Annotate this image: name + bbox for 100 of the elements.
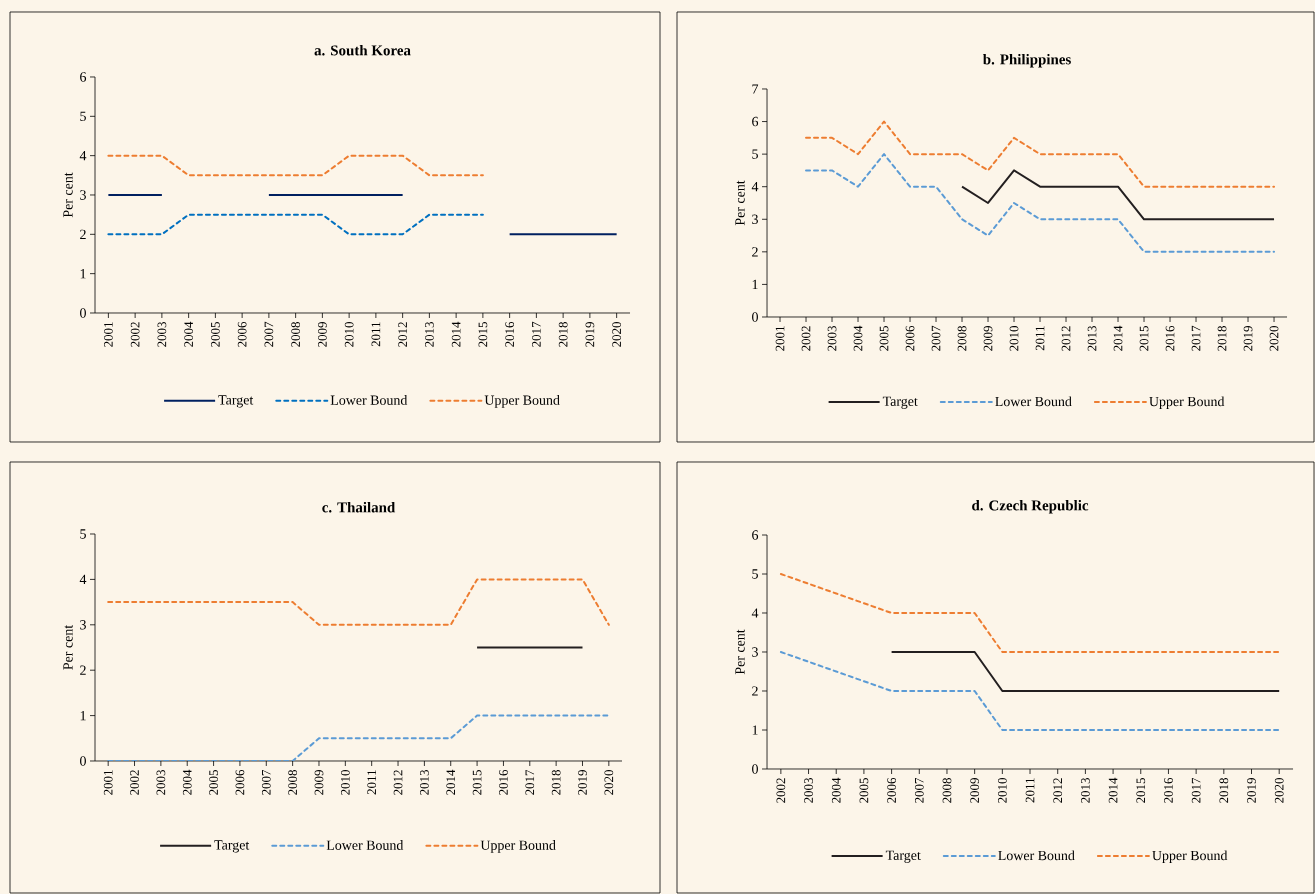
x-tick-label: 2005 — [211, 322, 220, 347]
x-tick-label: 2003 — [156, 770, 166, 795]
x-tick-label: 2001 — [103, 770, 113, 795]
legend-label: Target — [882, 396, 918, 409]
y-axis-title: Per cent — [63, 624, 73, 670]
y-tick-label: 1 — [752, 279, 758, 290]
x-tick-label: 2008 — [942, 778, 952, 803]
x-tick-label: 2003 — [804, 778, 813, 803]
legend-label: Lower Bound — [998, 850, 1075, 861]
x-tick-label: 2012 — [1053, 778, 1063, 803]
legend-label: Lower Bound — [995, 396, 1072, 407]
y-tick-label: 4 — [79, 151, 87, 161]
y-axis-title: Per cent — [735, 180, 745, 226]
x-tick-label: 2019 — [1243, 326, 1253, 351]
x-tick-label: 2012 — [398, 322, 407, 347]
legend-label: Upper Bound — [1149, 396, 1225, 410]
x-tick-label: 2015 — [478, 322, 488, 347]
y-tick-label: 2 — [752, 686, 758, 696]
x-tick-label: 2014 — [1108, 777, 1118, 803]
y-tick-label: 2 — [80, 229, 86, 239]
x-tick-label: 2012 — [1061, 326, 1071, 351]
x-tick-label: 2006 — [235, 769, 245, 795]
y-tick-label: 6 — [752, 530, 759, 540]
x-tick-label: 2009 — [318, 322, 327, 347]
x-tick-label: 2018 — [1217, 326, 1227, 351]
chart-title: a. South Korea — [314, 44, 411, 56]
x-tick-label: 2004 — [831, 777, 841, 803]
legend-label: Upper Bound — [484, 395, 560, 408]
x-tick-label: 2018 — [551, 770, 561, 795]
chart-title: d. Czech Republic — [972, 499, 1089, 514]
x-tick-label: 2016 — [499, 769, 508, 795]
legend-label: Target — [885, 850, 921, 863]
y-tick-label: 3 — [80, 190, 86, 200]
x-tick-label: 2002 — [801, 326, 811, 351]
x-tick-label: 2017 — [1191, 325, 1201, 351]
x-tick-label: 2011 — [1035, 326, 1045, 351]
y-tick-label: 0 — [80, 308, 86, 318]
x-tick-label: 2015 — [1139, 326, 1149, 351]
x-tick-label: 2009 — [983, 326, 993, 351]
y-tick-label: 0 — [80, 756, 86, 766]
x-tick-label: 2016 — [1165, 325, 1175, 351]
y-tick-label: 6 — [80, 72, 87, 82]
y-tick-label: 2 — [80, 665, 86, 675]
y-axis-title: Per cent — [63, 172, 73, 218]
x-tick-label: 2013 — [1087, 326, 1097, 351]
y-tick-label: 5 — [80, 111, 86, 121]
y-tick-label: 5 — [80, 529, 86, 539]
x-tick-label: 2004 — [182, 769, 192, 795]
x-tick-label: 2002 — [776, 778, 786, 803]
x-tick-label: 2011 — [367, 770, 377, 795]
x-tick-label: 2001 — [775, 326, 785, 351]
y-tick-label: 4 — [751, 182, 759, 192]
y-tick-label: 1 — [80, 710, 86, 721]
legend-label: Lower Bound — [330, 395, 408, 405]
x-tick-label: 2017 — [1191, 777, 1201, 803]
x-tick-label: 2016 — [505, 321, 515, 347]
y-tick-label: 2 — [752, 247, 758, 257]
y-tick-label: 4 — [751, 608, 759, 618]
y-tick-label: 1 — [80, 269, 86, 279]
x-tick-label: 2008 — [288, 770, 297, 795]
x-tick-label: 2015 — [472, 770, 482, 795]
x-tick-label: 2011 — [371, 322, 381, 347]
legend-label: Upper Bound — [480, 840, 556, 853]
x-tick-label: 2012 — [393, 770, 403, 795]
chart-title: b. Philippines — [982, 53, 1071, 68]
x-tick-label: 2001 — [104, 322, 113, 347]
x-tick-label: 2020 — [1274, 778, 1284, 803]
y-tick-label: 6 — [752, 116, 759, 127]
y-tick-label: 4 — [79, 574, 87, 584]
x-tick-label: 2014 — [1113, 325, 1123, 351]
x-tick-label: 2005 — [879, 326, 889, 351]
y-axis-title: Per cent — [735, 629, 745, 675]
x-tick-label: 2006 — [237, 321, 247, 347]
x-tick-label: 2013 — [1081, 778, 1090, 803]
x-tick-label: 2014 — [446, 769, 456, 795]
x-tick-label: 2005 — [859, 778, 869, 803]
x-tick-label: 2020 — [1269, 326, 1279, 351]
x-tick-label: 2010 — [997, 778, 1007, 803]
x-tick-label: 2013 — [425, 322, 434, 347]
x-tick-label: 2004 — [853, 325, 863, 351]
y-tick-label: 3 — [752, 647, 758, 657]
x-tick-label: 2019 — [578, 770, 587, 795]
x-tick-label: 2007 — [914, 777, 924, 803]
x-tick-label: 2007 — [931, 325, 941, 351]
legend-label: Upper Bound — [1152, 850, 1228, 864]
chart-title: c. Thailand — [322, 501, 396, 513]
x-tick-label: 2003 — [827, 326, 837, 351]
x-tick-label: 2020 — [612, 322, 622, 347]
x-tick-label: 2003 — [157, 322, 167, 347]
x-tick-label: 2018 — [558, 322, 568, 347]
x-tick-label: 2010 — [344, 322, 354, 347]
x-tick-label: 2019 — [1247, 778, 1256, 803]
x-tick-label: 2011 — [1025, 778, 1035, 803]
legend-label: Target — [214, 840, 250, 853]
x-tick-label: 2018 — [1219, 778, 1229, 803]
x-tick-label: 2002 — [130, 322, 140, 347]
x-tick-label: 2004 — [184, 321, 193, 347]
x-tick-label: 2009 — [314, 770, 324, 795]
x-tick-label: 2006 — [905, 325, 915, 351]
y-tick-label: 1 — [752, 725, 758, 735]
